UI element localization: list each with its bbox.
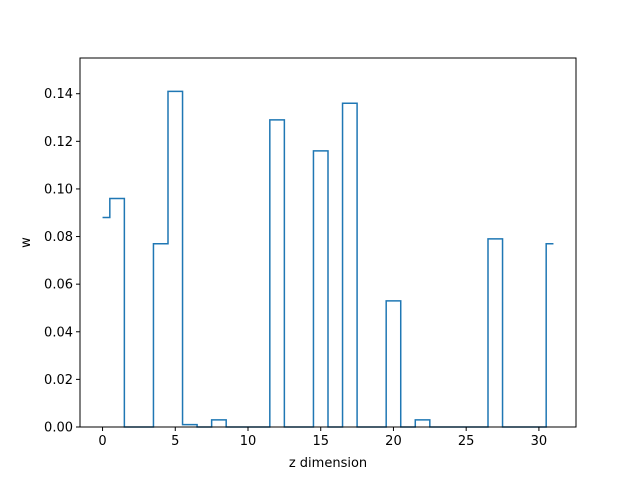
y-tick-label: 0.08	[44, 230, 73, 245]
y-tick-label: 0.10	[44, 182, 73, 197]
y-tick-label: 0.06	[44, 278, 73, 293]
y-tick-label: 0.02	[44, 373, 73, 388]
x-tick-label: 5	[171, 434, 179, 449]
y-tick-label: 0.04	[44, 325, 73, 340]
x-tick-label: 25	[458, 434, 475, 449]
y-axis: 0.00 0.02 0.04 0.06 0.08 0.10 0.12 0.14	[44, 87, 80, 436]
y-tick-label: 0.00	[44, 421, 73, 436]
x-tick-label: 10	[240, 434, 257, 449]
x-axis: 0 5 10 15 20 25 30	[98, 427, 547, 449]
x-tick-label: 15	[312, 434, 329, 449]
y-tick-label: 0.12	[44, 135, 73, 150]
y-tick-label: 0.14	[44, 87, 73, 102]
axes-frame	[79, 57, 577, 428]
x-tick-label: 0	[98, 434, 106, 449]
x-axis-label: z dimension	[289, 456, 367, 471]
x-tick-label: 30	[531, 434, 548, 449]
x-tick-label: 20	[385, 434, 402, 449]
y-axis-label: w	[19, 237, 34, 248]
